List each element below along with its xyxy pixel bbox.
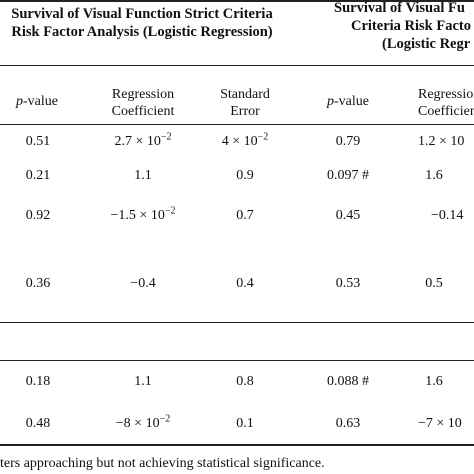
row-4-pvalue-2: 0.53 — [335, 276, 361, 291]
col-stderr-1-line1: Standard — [220, 87, 270, 102]
col-regression-1-line1: Regression — [111, 87, 175, 102]
row-6-coef-2: −7 × 10 — [418, 416, 462, 431]
bottom-rule — [0, 444, 474, 446]
row-3-stderr-1: 0.7 — [236, 208, 254, 223]
row-6-pvalue-2: 0.63 — [335, 416, 361, 431]
group1-header-line2: Risk Factor Analysis (Logistic Regressio… — [11, 24, 273, 40]
col-regression-2-line1: Regressio — [418, 87, 474, 102]
column-header-rule — [0, 124, 474, 125]
row-4-coef-2: 0.5 — [425, 276, 443, 291]
row-6-stderr-1: 0.1 — [236, 416, 254, 431]
row-2-pvalue-2: 0.097 # — [327, 168, 369, 183]
row-2-coef-1: 1.1 — [134, 168, 152, 183]
row-1-coef-1: 2.7 × 10−2 — [114, 131, 172, 149]
row-3-pvalue-2: 0.45 — [335, 208, 361, 223]
row-5-pvalue-1: 0.18 — [25, 374, 51, 389]
col-pvalue-2: p-value — [327, 94, 369, 109]
row-2-pvalue-1: 0.21 — [25, 168, 51, 183]
row-5-pvalue-2: 0.088 # — [327, 374, 369, 389]
row-1-stderr-1: 4 × 10−2 — [221, 131, 269, 149]
col-stderr-1-line2: Error — [230, 104, 260, 119]
row-4-stderr-1: 0.4 — [236, 276, 254, 291]
footnote: ters approaching but not achieving stati… — [0, 456, 325, 471]
col-pvalue-1: p-value — [16, 94, 58, 109]
row-1-pvalue-2: 0.79 — [335, 134, 361, 149]
row-5-stderr-1: 0.8 — [236, 374, 254, 389]
section-rule-1 — [0, 322, 474, 323]
row-2-stderr-1: 0.9 — [236, 168, 254, 183]
group2-header-line2: Criteria Risk Facto — [351, 18, 471, 34]
row-3-coef-2: −0.14 — [431, 208, 464, 223]
row-3-coef-1: −1.5 × 10−2 — [110, 205, 176, 223]
section-rule-2 — [0, 360, 474, 361]
group-header-rule — [0, 65, 474, 66]
group2-header-line1: Survival of Visual Fu — [334, 0, 465, 16]
row-6-pvalue-1: 0.48 — [25, 416, 51, 431]
row-3-pvalue-1: 0.92 — [25, 208, 51, 223]
col-regression-1-line2: Coefficient — [111, 104, 175, 119]
row-1-pvalue-1: 0.51 — [25, 134, 51, 149]
group1-header-line1: Survival of Visual Function Strict Crite… — [11, 6, 273, 22]
row-2-coef-2: 1.6 — [425, 168, 443, 183]
top-rule — [0, 0, 474, 2]
row-1-coef-2: 1.2 × 10 — [418, 134, 465, 149]
row-4-coef-1: −0.4 — [130, 276, 156, 291]
col-regression-2-line2: Coefficien — [418, 104, 474, 119]
row-5-coef-2: 1.6 — [425, 374, 443, 389]
row-4-pvalue-1: 0.36 — [25, 276, 51, 291]
group2-header-line3: (Logistic Regr — [382, 36, 471, 52]
row-6-coef-1: −8 × 10−2 — [115, 413, 171, 431]
row-5-coef-1: 1.1 — [134, 374, 152, 389]
